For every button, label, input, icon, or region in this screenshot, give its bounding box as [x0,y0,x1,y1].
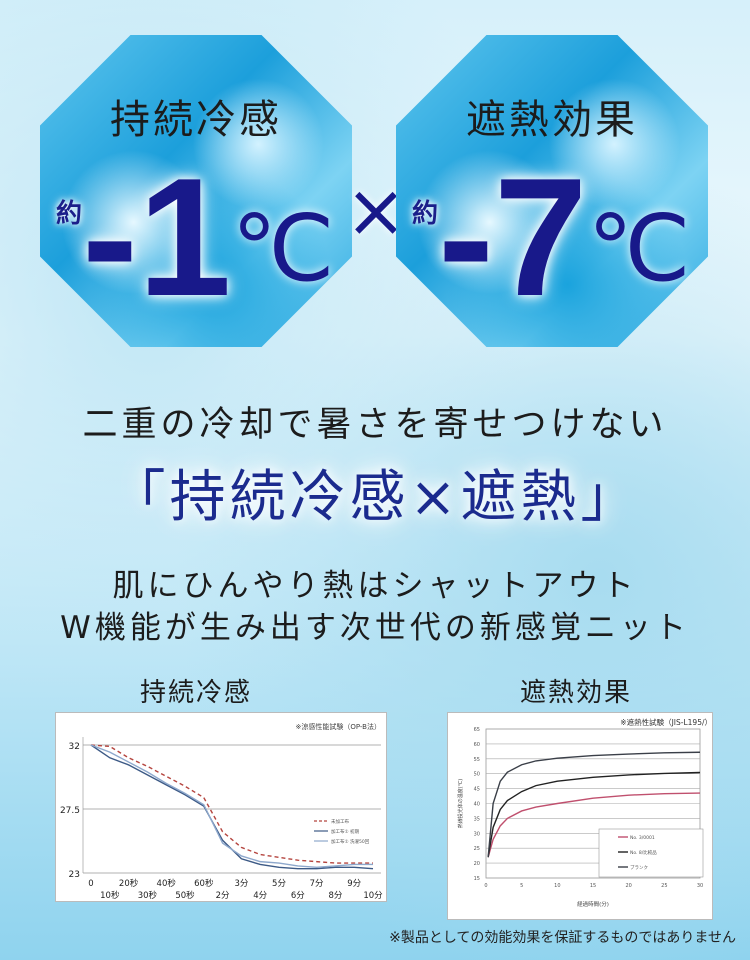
series-line [487,771,701,858]
legend-label: 加工布① 初期 [331,828,359,835]
x-tick-label: 0 [88,879,93,889]
badge-unit: ℃ [587,198,691,300]
badge-prefix: 約 [56,199,83,229]
badge-value-row: 約 -1 ℃ [56,153,335,321]
legend-label: 加工布① 洗濯50回 [331,838,370,845]
y-tick-label: 65 [474,727,480,733]
series-line [487,751,701,858]
y-tick-label: 27.5 [60,806,80,816]
y-tick-label: 32 [69,742,80,752]
chart-note: ※遮熱性試験（JIS-L195/） [620,717,712,727]
x-tick-label: 25 [661,883,667,889]
x-tick-label: 4分 [253,891,267,901]
series-line [90,744,373,869]
x-tick-label: 10分 [363,891,383,901]
x-tick-label: 8分 [328,891,342,901]
badge-value: -7 [438,143,588,331]
x-tick-label: 15 [590,883,596,889]
x-tick-label: 5 [520,883,523,889]
copy-line-2: W機能が生み出す次世代の新感覚ニット [60,610,690,646]
y-tick-label: 40 [474,802,480,808]
x-tick-label: 50秒 [175,890,195,901]
y-tick-label: 45 [474,787,480,793]
legend-label: 未加工布 [331,818,349,825]
copy-line-1: 肌にひんやり熱はシャットアウト [112,568,638,604]
y-axis-label: 熱線投光体の温度(℃) [457,779,464,829]
x-axis-label: 経過時間(分) [577,900,609,908]
badge-title: 遮熱効果 [466,97,638,143]
x-tick-label: 2分 [216,891,230,901]
x-tick-label: 0 [484,883,487,889]
series-line [487,792,701,858]
footnote: ※製品としての効能効果を保証するものではありません [389,930,736,946]
badge-prefix: 約 [412,199,439,229]
cooling-badge: 持続冷感 約 -1 ℃ [40,35,352,347]
legend-label: No. 8/比較品 [630,849,657,856]
cooling-chart: ※涼感性能試験（OP-B法） 23 27.5 32 0 10秒20秒30秒40秒50秒60… [60,722,383,901]
chart2-title: 遮熱効果 [520,678,633,708]
x-tick-label: 10 [554,883,560,889]
headline: 二重の冷却で暑さを寄せつけない [82,405,668,445]
x-tick-label: 10秒 [100,890,120,901]
x-tick-label: 40秒 [157,878,177,889]
legend-box [598,828,704,878]
y-tick-label: 30 [474,831,480,837]
legend-label: No. 3/0001 [630,835,655,841]
x-tick-label: 60秒 [194,878,214,889]
chart1-frame: ※涼感性能試験（OP-B法） 23 27.5 32 0 10秒 20秒 30秒 40秒 50秒 60… [55,712,387,902]
x-tick-label: 5分 [272,879,286,889]
y-tick-label: 23 [69,870,80,880]
y-tick-label: 50 [474,772,480,778]
heat-shield-chart: ※遮熱性試験（JIS-L195/） 15 20 25 30 35 40 45 50 55 60 65 0… [457,717,712,908]
x-tick-label: 9分 [347,879,361,889]
x-tick-label: 30 [697,883,703,889]
y-tick-label: 25 [474,846,480,852]
series-line [90,744,373,864]
badge-title: 持続冷感 [110,97,282,143]
y-tick-label: 35 [474,816,480,822]
chart1-title: 持続冷感 [140,678,253,708]
chart2-frame: ※遮熱性試験（JIS-L195/） 15 20 25 30 35 40 45 50 55 60 65 0… [447,712,713,920]
main-copy: 「持続冷感×遮熱」 [109,465,641,530]
y-tick-label: 55 [474,757,480,763]
chart-note: ※涼感性能試験（OP-B法） [295,722,381,731]
y-tick-label: 60 [474,742,480,748]
x-tick-label: 7分 [310,879,324,889]
y-tick-label: 15 [474,876,480,882]
x-tick-label: 6分 [291,891,305,901]
y-tick-label: 20 [474,861,480,867]
x-tick-label: 3分 [234,879,248,889]
legend-label: ブランク [630,864,648,871]
x-tick-label: 20 [625,883,631,889]
badge-unit: ℃ [231,198,335,300]
badge-value-row: 約 -7 ℃ [412,153,691,321]
x-tick-label: 30秒 [138,890,158,901]
badge-value: -1 [82,143,232,331]
x-tick-label: 20秒 [119,878,139,889]
heat-shield-badge: 遮熱効果 約 -7 ℃ [396,35,708,347]
